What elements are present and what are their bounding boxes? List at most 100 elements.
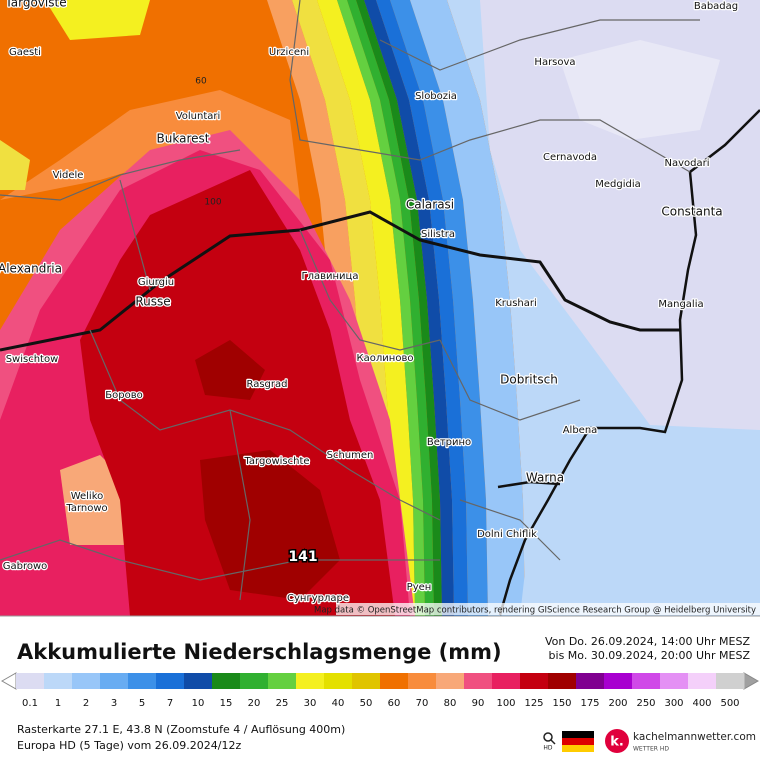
coastline [498,109,760,616]
info: Rasterkarte 27.1 E, 43.8 N (Zoomstufe 4 … [17,723,345,736]
legend-label: 2 [83,698,89,709]
legend-label: 50 [360,698,373,709]
logo-initial[interactable]: k. [610,735,624,750]
legend-label: 90 [472,698,485,709]
tagline: WETTER HD [633,746,669,753]
search-icon[interactable] [550,739,556,745]
contour-label: 60 [195,77,207,87]
legend-arrow [0,672,17,690]
city-label: Targoviste [4,0,66,10]
legend-swatch [184,673,213,689]
city-label: Cernavoda [543,152,597,163]
legend-swatch [352,673,381,689]
precip-area [200,450,340,600]
max-value-label: 141 [288,549,317,565]
legend: 0.1 1 2 3 5 7 10 15 20 25 30 40 50 60 70 80 90 100 125 150 1… [0,672,760,709]
period: bis Mo. 30.09.2024, 20:00 Uhr MESZ [549,649,751,662]
city-label: Albena [563,425,598,436]
logo-circle[interactable] [605,729,629,753]
legend-swatch [380,673,409,689]
city-label: Warna [526,471,564,485]
city-label: Slobozia [415,91,457,102]
legend-swatch [268,673,297,689]
city-label: Weliko [71,491,104,502]
legend-label: 15 [220,698,233,709]
city-label: Mangalia [658,299,703,310]
precip-area [376,0,468,616]
precip-area [356,0,442,616]
city-label: Каолиново [357,353,414,364]
legend-label: 400 [692,698,711,709]
legend-label: 0.1 [22,698,38,709]
legend-swatch [240,673,269,689]
precip-area [0,90,300,200]
legend-swatch [72,673,101,689]
city-label: Medgidia [595,179,641,190]
city-label: Constanta [661,205,722,219]
flag [562,745,594,752]
legend-swatch [408,673,437,689]
legend-label: 25 [276,698,289,709]
legend-swatch [688,673,717,689]
city-label: Борово [105,390,142,401]
city-label: Bukarest [157,132,210,146]
precip-area [195,340,265,400]
legend-label: 200 [608,698,627,709]
city-label: Tarnowo [65,503,107,514]
period: Von Do. 26.09.2024, 14:00 Uhr MESZ [545,635,751,648]
legend-swatch [492,673,521,689]
city-label: Calarasi [406,198,454,212]
flag [562,731,594,738]
logo: HD k. kachelmannwetter.com WETTER HD [543,729,756,753]
precip-area [347,0,434,616]
legend-label: 40 [332,698,345,709]
city-label: Giurgiu [138,277,174,288]
legend-swatch [324,673,353,689]
border [0,210,680,352]
precip-area [520,430,760,616]
search-icon[interactable] [543,732,553,742]
precip-area [410,0,525,616]
city-label: Главиница [302,271,359,282]
legend-label: 1 [55,698,61,709]
legend-arrow [743,672,760,690]
legend-label: 10 [192,698,205,709]
legend-label: 30 [304,698,317,709]
legend-label: 175 [580,698,599,709]
legend-label: 5 [139,698,145,709]
legend-label: 150 [552,698,571,709]
city-label: Videle [53,170,84,181]
site-name[interactable]: kachelmannwetter.com [633,731,756,743]
precip-area [45,0,150,40]
legend-label: 125 [524,698,543,709]
attribution-bg [336,603,760,615]
city-label: Alexandria [0,262,62,276]
legend-swatch [576,673,605,689]
map [0,0,760,616]
city-label: Babadag [694,1,738,12]
city-label: Krushari [495,298,537,309]
region-borders [0,0,700,601]
city-label: Gabrowo [3,561,48,572]
legend-swatch [128,673,157,689]
title: Akkumulierte Niederschlagsmenge (mm) [17,640,502,664]
city-label: Russe [135,295,170,309]
legend-swatch [212,673,241,689]
legend-label: 7 [167,698,173,709]
legend-label: 250 [636,698,655,709]
legend-swatch [16,673,45,689]
precip-area [390,0,488,616]
city-label: Rasgrad [246,379,287,390]
legend-label: 60 [388,698,401,709]
legend-swatch [632,673,661,689]
hd-label: HD [543,745,553,752]
legend-label: 500 [720,698,739,709]
city-label: Gaesti [9,47,41,58]
flag [562,738,594,745]
legend-label: 20 [248,698,261,709]
city-label: Targowischte [243,456,309,467]
coastline [497,480,561,489]
city-label: Urziceni [269,47,309,58]
